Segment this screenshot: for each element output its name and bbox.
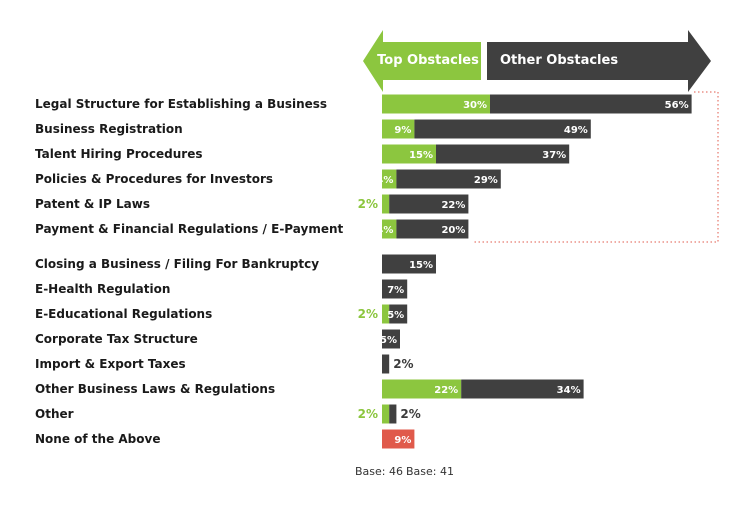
bar-other-label-legal-structure-for-establishing-a-business: 56% bbox=[665, 100, 689, 111]
category-label-business-registration: Business Registration bbox=[35, 122, 183, 136]
bar-other-policies-procedures-for-investors bbox=[396, 169, 501, 189]
bar-other-label-policies-procedures-for-investors: 29% bbox=[474, 175, 498, 186]
bars-group: Legal Structure for Establishing a Busin… bbox=[35, 94, 692, 449]
legend-top-obstacles-arrow bbox=[363, 30, 481, 92]
base-right: Base: 41 bbox=[406, 465, 454, 478]
bar-other-e-health-regulation bbox=[382, 279, 408, 299]
bar-top-legal-structure-for-establishing-a-business bbox=[382, 94, 490, 114]
bar-other-other-business-laws-regulations bbox=[461, 379, 584, 399]
legend-top-obstacles-label: Top Obstacles bbox=[377, 53, 479, 68]
bar-top-other-business-laws-regulations bbox=[382, 379, 462, 399]
bar-other-talent-hiring-procedures bbox=[436, 144, 570, 164]
legend-other-obstacles-label: Other Obstacles bbox=[500, 53, 618, 68]
category-label-policies-procedures-for-investors: Policies & Procedures for Investors bbox=[35, 172, 273, 186]
category-label-closing-a-business-filing-for-bankruptcy: Closing a Business / Filing For Bankrupt… bbox=[35, 257, 319, 271]
bar-top-label-patent-ip-laws: 2% bbox=[358, 197, 378, 211]
bar-other-corporate-tax-structure bbox=[382, 329, 400, 349]
bar-top-other bbox=[382, 404, 390, 424]
bar-other-closing-a-business-filing-for-bankruptcy bbox=[382, 254, 436, 274]
bar-other-legal-structure-for-establishing-a-business bbox=[490, 94, 692, 114]
bar-top-none-of-the-above bbox=[382, 429, 415, 449]
legend-arrows: Top Obstacles Other Obstacles bbox=[363, 30, 711, 92]
bar-other-label-corporate-tax-structure: 5% bbox=[380, 335, 397, 346]
bar-top-label-payment-financial-regulations-e-payment: 4% bbox=[376, 225, 393, 236]
bar-other-label-payment-financial-regulations-e-payment: 20% bbox=[441, 225, 465, 236]
bar-other-patent-ip-laws bbox=[389, 194, 469, 214]
bar-top-policies-procedures-for-investors bbox=[382, 169, 397, 189]
category-label-import-export-taxes: Import & Export Taxes bbox=[35, 357, 186, 371]
bar-top-payment-financial-regulations-e-payment bbox=[382, 219, 397, 239]
bar-top-label-other: 2% bbox=[358, 407, 378, 421]
bar-top-label-other-business-laws-regulations: 22% bbox=[434, 385, 458, 396]
bar-top-business-registration bbox=[382, 119, 415, 139]
bar-other-label-talent-hiring-procedures: 37% bbox=[542, 150, 566, 161]
bar-other-label-e-educational-regulations: 5% bbox=[387, 310, 404, 321]
category-label-talent-hiring-procedures: Talent Hiring Procedures bbox=[35, 147, 202, 161]
category-label-payment-financial-regulations-e-payment: Payment & Financial Regulations / E-Paym… bbox=[35, 222, 344, 236]
bar-other-label-closing-a-business-filing-for-bankruptcy: 15% bbox=[409, 260, 433, 271]
bar-other-business-registration bbox=[414, 119, 591, 139]
top-six-bracket bbox=[474, 91, 719, 243]
bar-top-e-educational-regulations bbox=[382, 304, 390, 324]
bar-other-label-e-health-regulation: 7% bbox=[387, 285, 404, 296]
bar-other-label-other-business-laws-regulations: 34% bbox=[557, 385, 581, 396]
category-label-corporate-tax-structure: Corporate Tax Structure bbox=[35, 332, 198, 346]
bar-top-label-business-registration: 9% bbox=[394, 125, 411, 136]
bar-other-label-other: 2% bbox=[400, 407, 420, 421]
bar-top-label-e-educational-regulations: 2% bbox=[358, 307, 378, 321]
legend-other-obstacles-arrow bbox=[487, 30, 711, 92]
category-label-legal-structure-for-establishing-a-business: Legal Structure for Establishing a Busin… bbox=[35, 97, 327, 111]
bar-other-payment-financial-regulations-e-payment bbox=[396, 219, 469, 239]
bar-top-label-talent-hiring-procedures: 15% bbox=[409, 150, 433, 161]
bracket-line bbox=[474, 91, 719, 243]
bar-top-label-policies-procedures-for-investors: 4% bbox=[376, 175, 393, 186]
bar-top-label-legal-structure-for-establishing-a-business: 30% bbox=[463, 100, 487, 111]
bar-other-label-patent-ip-laws: 22% bbox=[441, 200, 465, 211]
bar-other-other bbox=[389, 404, 397, 424]
category-label-other: Other bbox=[35, 407, 74, 421]
category-label-none-of-the-above: None of the Above bbox=[35, 432, 160, 446]
bar-top-patent-ip-laws bbox=[382, 194, 390, 214]
category-label-patent-ip-laws: Patent & IP Laws bbox=[35, 197, 150, 211]
base-left: Base: 46 bbox=[355, 465, 403, 478]
category-label-e-educational-regulations: E-Educational Regulations bbox=[35, 307, 212, 321]
category-label-other-business-laws-regulations: Other Business Laws & Regulations bbox=[35, 382, 275, 396]
bar-top-talent-hiring-procedures bbox=[382, 144, 436, 164]
category-label-e-health-regulation: E-Health Regulation bbox=[35, 282, 170, 296]
bar-other-label-business-registration: 49% bbox=[564, 125, 588, 136]
bar-other-import-export-taxes bbox=[382, 354, 390, 374]
bar-other-e-educational-regulations bbox=[389, 304, 408, 324]
bar-top-label-none-of-the-above: 9% bbox=[394, 435, 411, 446]
bar-other-label-import-export-taxes: 2% bbox=[393, 357, 413, 371]
